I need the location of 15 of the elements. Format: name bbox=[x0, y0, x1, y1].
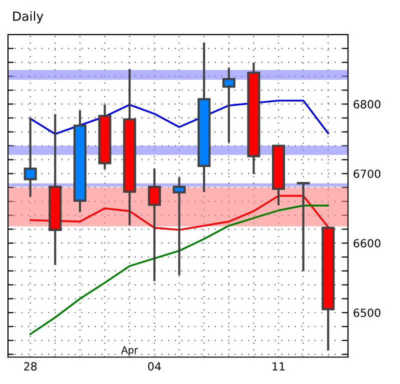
candlestick bbox=[24, 118, 37, 197]
y-tick-label: 6800 bbox=[354, 100, 380, 108]
y-tick-label: 6500 bbox=[354, 308, 380, 318]
candlestick bbox=[222, 68, 236, 143]
chart-title: Daily bbox=[13, 11, 44, 24]
x-tick-label: 28 bbox=[24, 362, 37, 371]
line-series bbox=[29, 204, 330, 336]
line-series bbox=[29, 100, 330, 135]
y-tick-label: 6700 bbox=[354, 170, 380, 178]
candlestick bbox=[296, 182, 310, 272]
x-tick-label: 11 bbox=[272, 362, 285, 370]
candlestick bbox=[172, 177, 186, 276]
y-tick-label: 6600 bbox=[354, 239, 380, 248]
x-tick-label: 04 bbox=[148, 362, 161, 371]
annotation: Apr bbox=[121, 346, 138, 356]
